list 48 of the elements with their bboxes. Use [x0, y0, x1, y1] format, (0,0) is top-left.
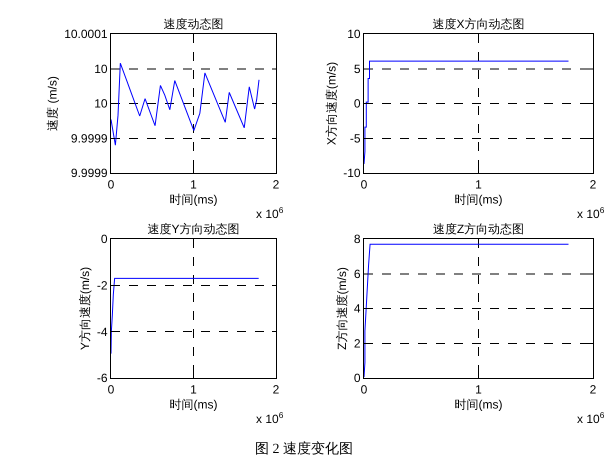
chart-title: 速度Z方向动态图: [432, 222, 524, 236]
y-tick-label: -5: [350, 131, 361, 146]
x-tick-label: 2: [272, 177, 280, 192]
x-tick-label: 1: [190, 177, 198, 192]
x-axis-title: 时间(ms): [454, 397, 502, 412]
y-axis-title: 速度 (m/s): [46, 76, 60, 131]
y-tick-label: 4: [354, 302, 361, 316]
y-tick-label: -2: [96, 278, 108, 293]
line-series: [364, 244, 569, 378]
x-tick-label: 1: [475, 382, 482, 396]
y-tick-label: 10: [347, 27, 361, 42]
y-tick-label: 6: [354, 266, 361, 281]
y-tick-label: 9.9999: [70, 131, 108, 146]
y-tick-label: 2: [354, 336, 361, 350]
x-axis-title: 时间(ms): [454, 192, 502, 206]
y-tick-label: 0: [354, 96, 361, 111]
y-tick-label: -10: [343, 166, 361, 180]
text: x 10$^{6}$: [577, 410, 605, 426]
y-tick-label: 5: [354, 62, 361, 76]
caption: 图 2 速度变化图: [254, 440, 354, 458]
y-axis-title: Y方向速度(m/s): [78, 266, 92, 350]
text: x 10$^{6}$: [256, 410, 284, 426]
line-series: [111, 278, 260, 354]
y-tick-label: 8: [354, 232, 361, 246]
x-tick-label: 1: [475, 177, 482, 192]
y-tick-label: 10: [94, 96, 108, 111]
x-tick-label: 1: [190, 382, 198, 396]
y-tick-label: 10.0001: [64, 27, 108, 42]
x-tick-label: 2: [590, 177, 597, 192]
chart-title: 速度动态图: [164, 17, 224, 31]
chart-title: 速度X方向动态图: [432, 17, 525, 31]
x-tick-label: 2: [272, 382, 280, 396]
y-axis-title: X方向速度(m/s): [324, 62, 339, 146]
line-series: [111, 62, 260, 146]
text: x 10$^{6}$: [577, 205, 605, 222]
y-tick-label: 0: [354, 371, 361, 386]
y-tick-label: 9.9999: [70, 166, 108, 180]
x-tick-label: 2: [590, 382, 597, 396]
y-tick-label: -4: [96, 324, 108, 339]
x-axis-title: 时间(ms): [170, 192, 218, 206]
line-series: [364, 60, 569, 164]
y-tick-label: -6: [96, 371, 108, 386]
y-tick-label: 0: [100, 232, 108, 246]
text: x 10$^{6}$: [256, 205, 284, 222]
y-tick-label: 10: [94, 62, 108, 76]
chart-title: 速度Y方向动态图: [147, 222, 240, 236]
y-axis-title: Z方向速度(m/s): [335, 267, 350, 350]
x-axis-title: 时间(ms): [170, 397, 218, 412]
